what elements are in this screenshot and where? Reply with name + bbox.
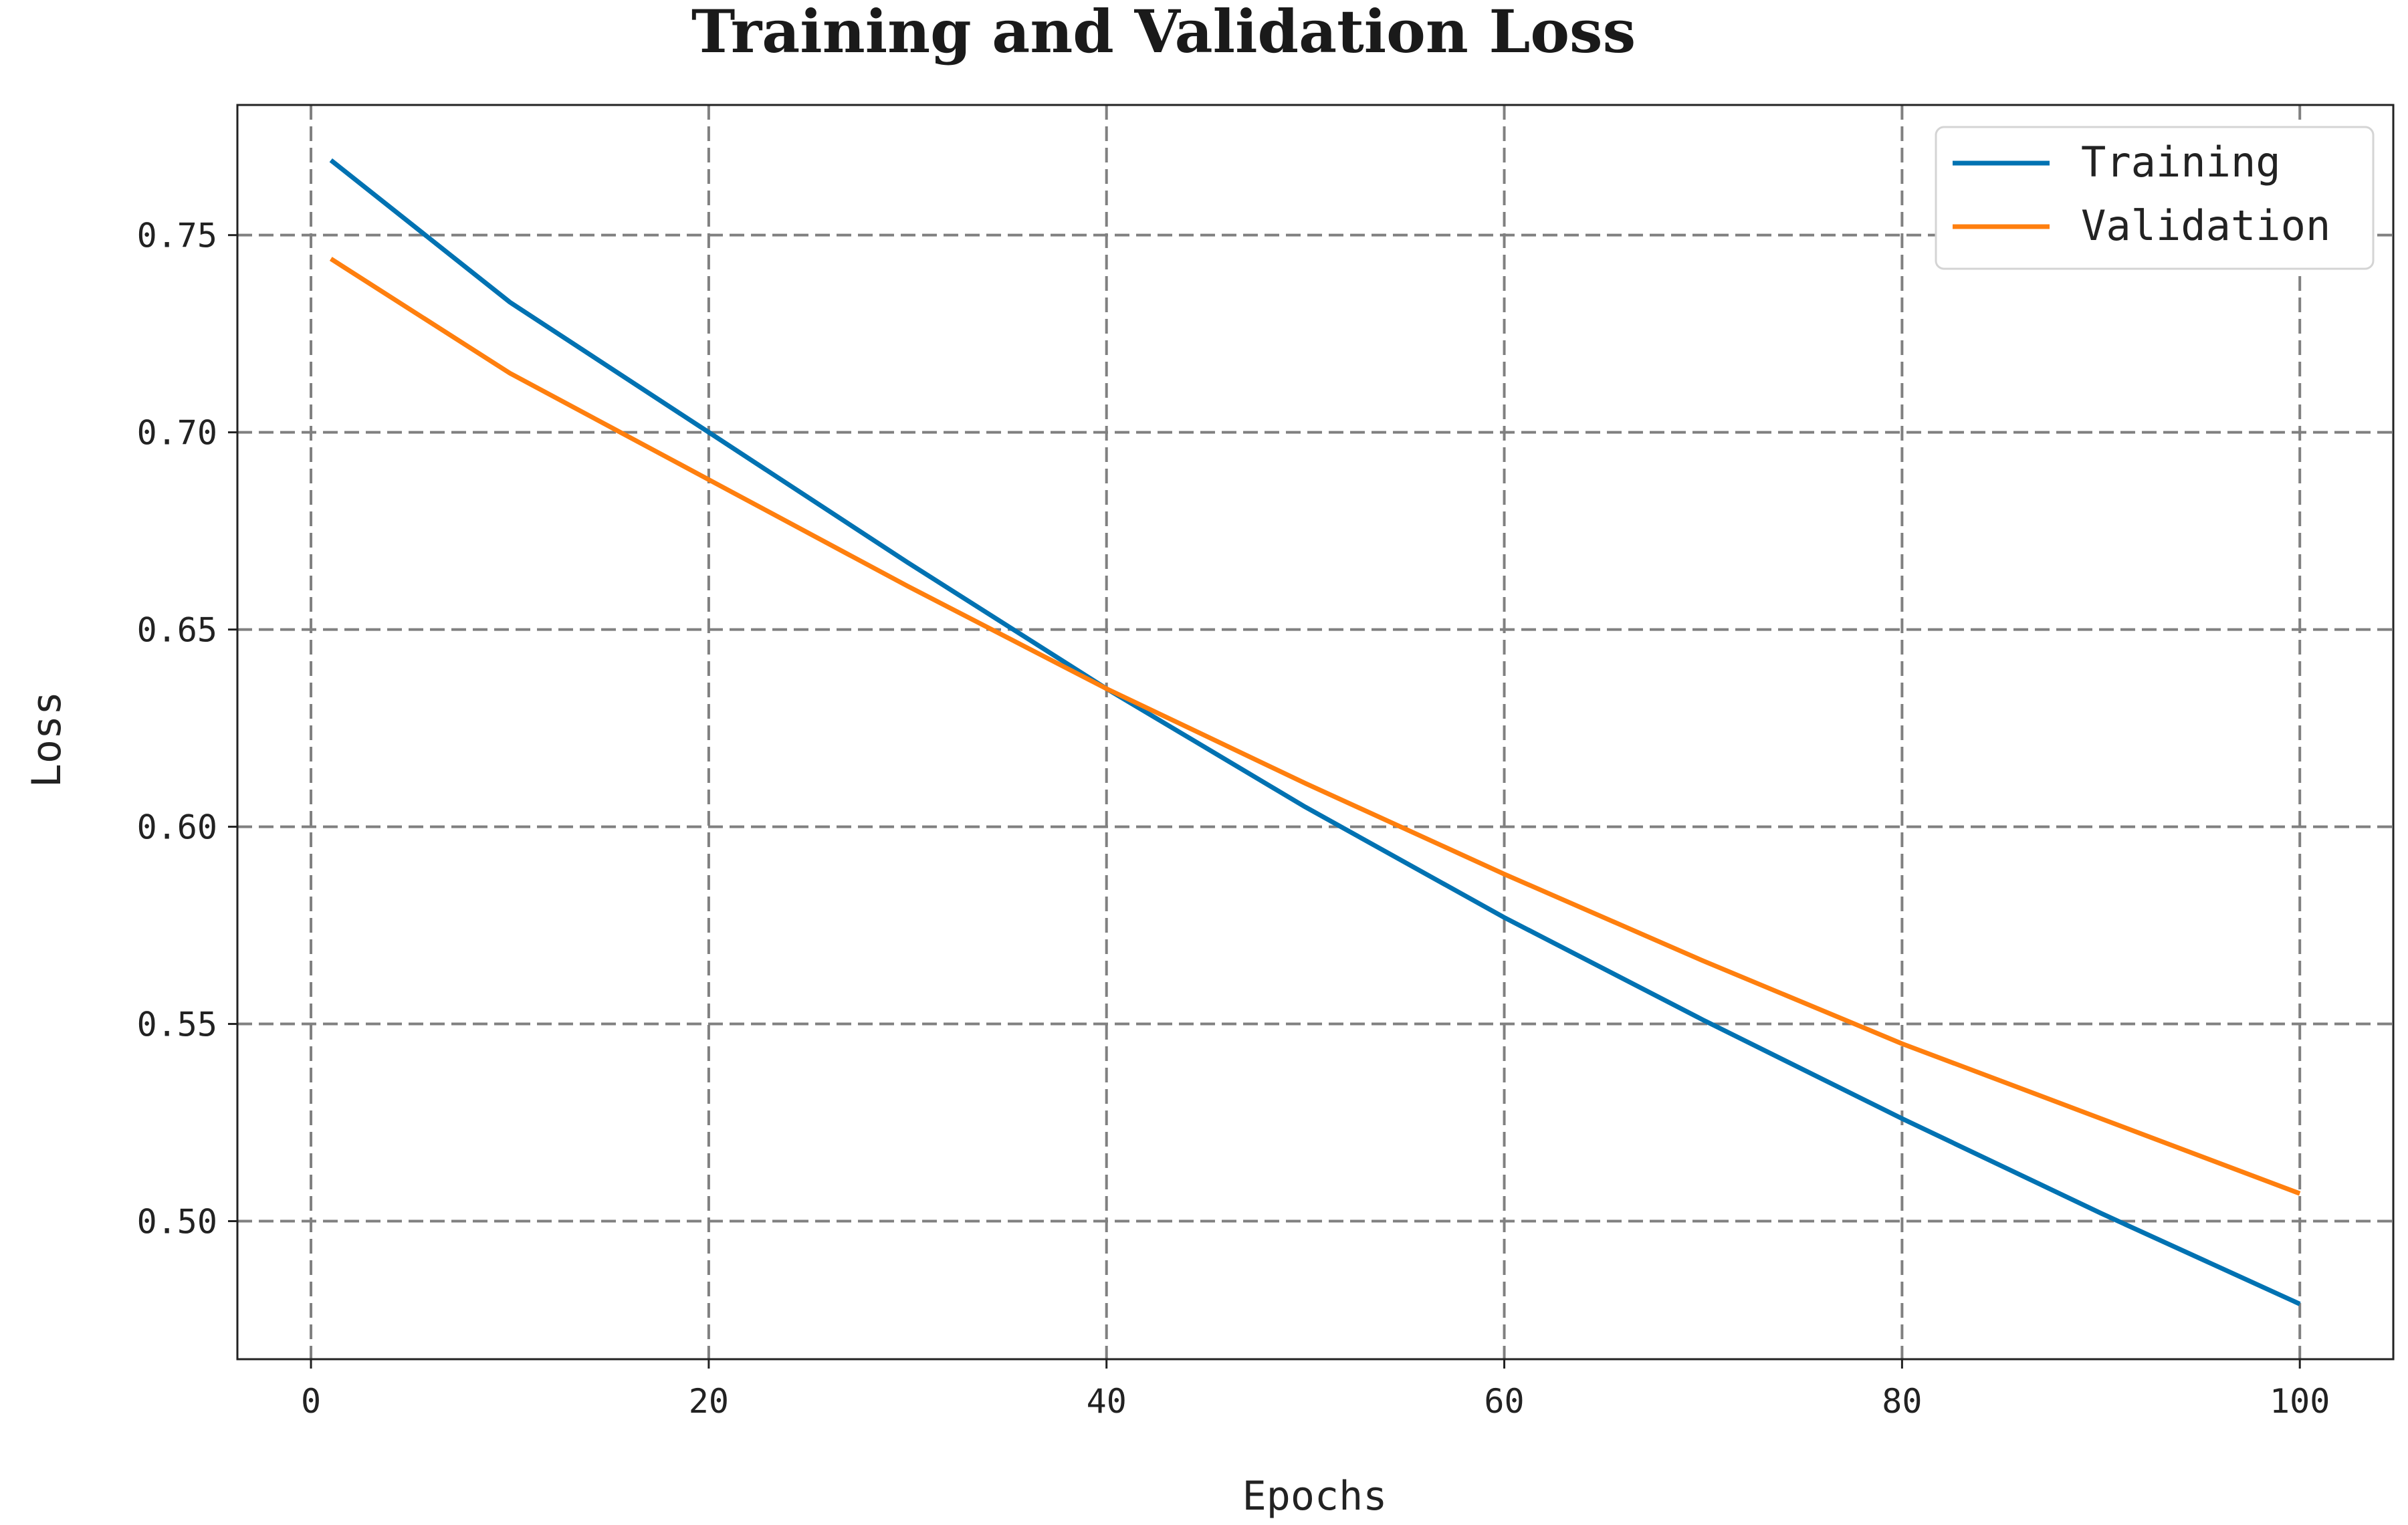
x-tick-label: 100 (2270, 1382, 2330, 1421)
y-tick-label: 0.60 (137, 808, 217, 847)
series-line-validation (329, 257, 2301, 1196)
x-tick-label: 40 (1087, 1382, 1127, 1421)
legend: Training Validation (1935, 126, 2375, 270)
x-tick-label: 60 (1484, 1382, 1524, 1421)
series-lines (329, 158, 2301, 1306)
y-tick-label: 0.75 (137, 217, 217, 255)
y-axis-label: Loss (23, 691, 70, 788)
y-tick-label: 0.50 (137, 1203, 217, 1242)
y-tick-label: 0.70 (137, 414, 217, 453)
plot-frame (236, 104, 2395, 1361)
y-tick-label: 0.55 (137, 1006, 217, 1044)
x-tick-label: 80 (1882, 1382, 1922, 1421)
x-axis-label: Epochs (1242, 1473, 1388, 1520)
chart-title: Training and Validation Loss (691, 0, 1636, 66)
y-tick-label: 0.65 (137, 611, 217, 650)
legend-label-training: Training (2081, 138, 2281, 187)
grid (237, 105, 2393, 1359)
x-tick-label: 20 (689, 1382, 729, 1421)
series-line-training (329, 158, 2301, 1306)
axis-ticks: 0 20 40 60 80 100 0.50 0.55 0.60 0.65 0.70 0.75 (137, 217, 2330, 1421)
x-tick-label: 0 (301, 1382, 321, 1421)
legend-label-validation: Validation (2081, 201, 2330, 250)
